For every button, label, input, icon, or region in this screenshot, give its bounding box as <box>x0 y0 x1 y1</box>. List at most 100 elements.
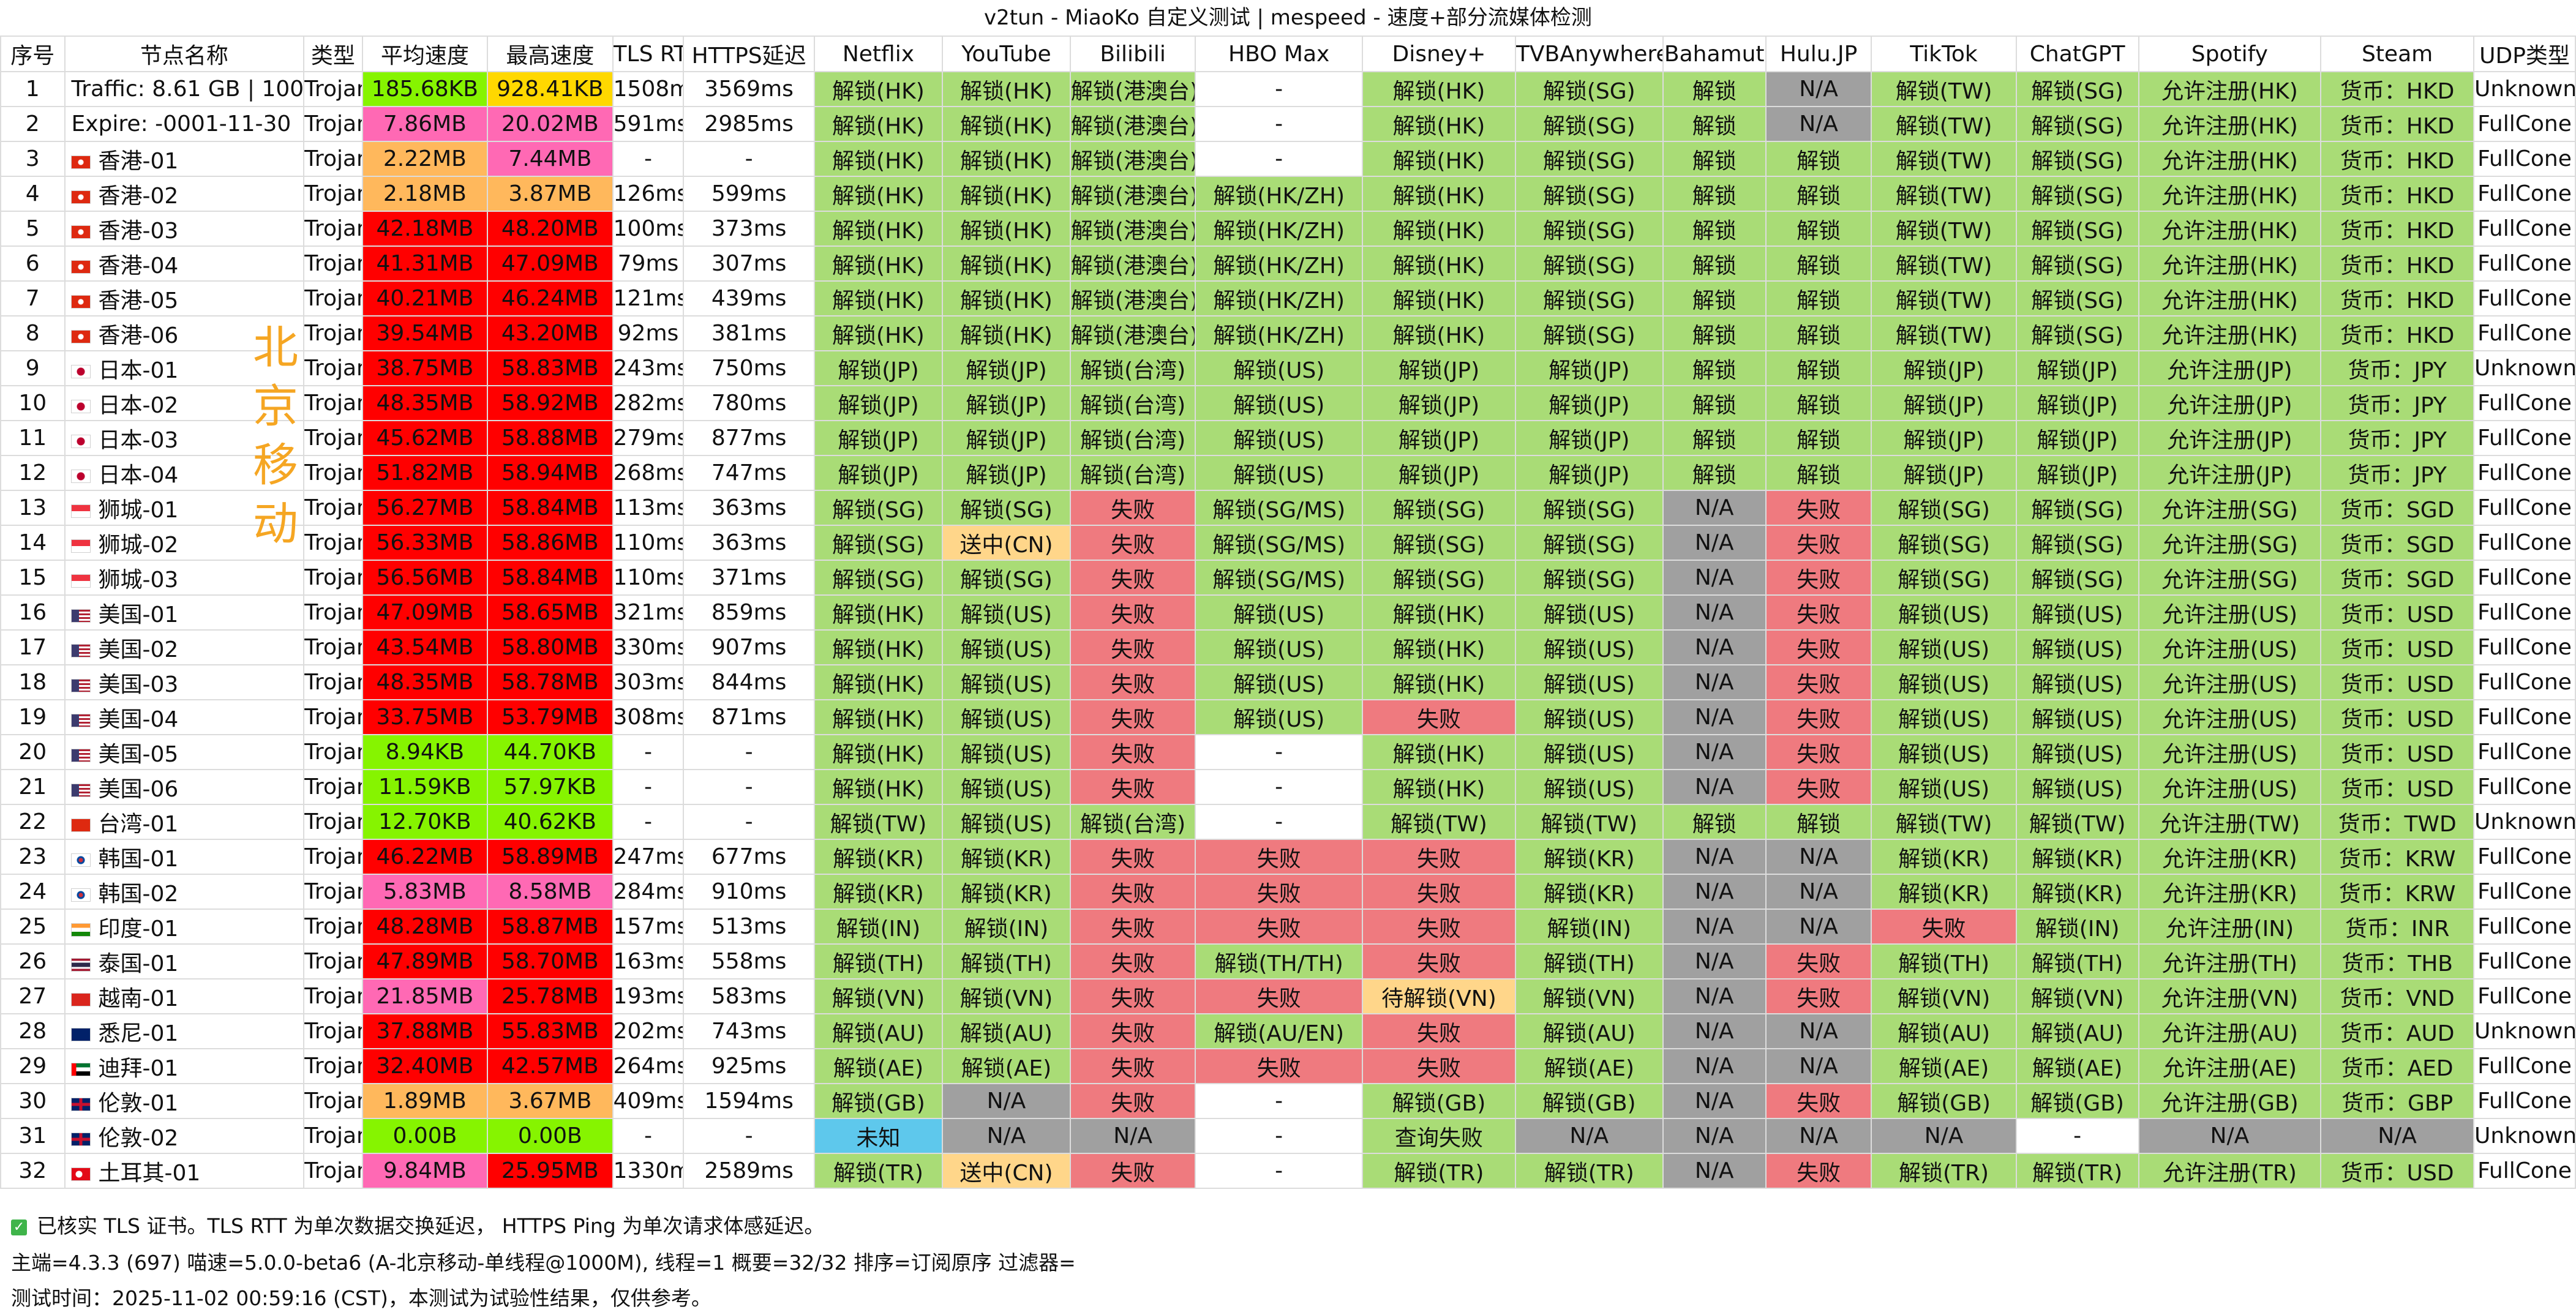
row-index: 10 <box>0 385 66 421</box>
table-row[interactable]: 14狮城-02Trojan56.33MB58.86MB110ms363ms解锁(… <box>0 525 2576 561</box>
node-name-cell: 狮城-03 <box>64 560 305 596</box>
column-header[interactable]: 节点名称 <box>64 36 305 72</box>
column-header[interactable]: 最高速度 <box>487 36 614 72</box>
max-speed: 58.84MB <box>487 560 614 596</box>
bilibili-result: N/A <box>1069 1118 1196 1154</box>
bahamut-result: 解锁 <box>1662 385 1767 421</box>
table-row[interactable]: 8香港-06Trojan39.54MB43.20MB92ms381ms解锁(HK… <box>0 315 2576 351</box>
table-row[interactable]: 26泰国-01Trojan47.89MB58.70MB163ms558ms解锁(… <box>0 943 2576 980</box>
table-row[interactable]: 13狮城-01Trojan56.27MB58.84MB113ms363ms解锁(… <box>0 490 2576 526</box>
chatgpt-result: 解锁(US) <box>2015 699 2139 735</box>
table-row[interactable]: 29迪拜-01Trojan32.40MB42.57MB264ms925ms解锁(… <box>0 1048 2576 1084</box>
node-name: 悉尼-01 <box>98 1021 179 1046</box>
column-header[interactable]: HBO Max <box>1195 36 1363 72</box>
chatgpt-result: - <box>2015 1118 2139 1154</box>
tiktok-result: 解锁(TW) <box>1871 804 2017 840</box>
node-type: Trojan <box>303 804 363 840</box>
column-header[interactable]: Bilibili <box>1069 36 1196 72</box>
column-header[interactable]: Steam <box>2320 36 2475 72</box>
column-header[interactable]: Bahamut <box>1662 36 1767 72</box>
table-row[interactable]: 30伦敦-01Trojan1.89MB3.67MB409ms1594ms解锁(G… <box>0 1083 2576 1119</box>
node-name: Traffic: 8.61 GB | 1000 GB <box>71 77 304 102</box>
max-speed: 40.62KB <box>487 804 614 840</box>
hulu-jp-result: 失败 <box>1765 1083 1872 1119</box>
bilibili-result: 失败 <box>1069 769 1196 805</box>
udp-type: FullCone <box>2473 943 2576 980</box>
https-latency: 373ms <box>683 211 815 247</box>
column-header[interactable]: Hulu.JP <box>1765 36 1872 72</box>
table-row[interactable]: 27越南-01Trojan21.85MB25.78MB193ms583ms解锁(… <box>0 978 2576 1014</box>
table-row[interactable]: 28悉尼-01Trojan37.88MB55.83MB202ms743ms解锁(… <box>0 1013 2576 1049</box>
table-row[interactable]: 9日本-01Trojan38.75MB58.83MB243ms750ms解锁(J… <box>0 350 2576 386</box>
table-row[interactable]: 6香港-04Trojan41.31MB47.09MB79ms307ms解锁(HK… <box>0 245 2576 282</box>
table-row[interactable]: 10日本-02Trojan48.35MB58.92MB282ms780ms解锁(… <box>0 385 2576 421</box>
column-header[interactable]: HTTPS延迟 <box>683 36 815 72</box>
table-row[interactable]: 25印度-01Trojan48.28MB58.87MB157ms513ms解锁(… <box>0 909 2576 945</box>
netflix-result: 解锁(AU) <box>813 1013 943 1049</box>
table-row[interactable]: 17美国-02Trojan43.54MB58.80MB330ms907ms解锁(… <box>0 629 2576 665</box>
table-row[interactable]: 21美国-06Trojan11.59KB57.97KB--解锁(HK)解锁(US… <box>0 769 2576 805</box>
row-index: 8 <box>0 315 66 351</box>
column-header[interactable]: YouTube <box>941 36 1071 72</box>
avg-speed: 41.31MB <box>361 245 489 282</box>
node-name: 美国-03 <box>98 672 179 697</box>
table-row[interactable]: 24韩国-02Trojan5.83MB8.58MB284ms910ms解锁(KR… <box>0 874 2576 910</box>
hulu-jp-result: 失败 <box>1765 664 1872 700</box>
disney-plus-result: 失败 <box>1361 839 1516 875</box>
table-row[interactable]: 3香港-01Trojan2.22MB7.44MB--解锁(HK)解锁(HK)解锁… <box>0 141 2576 177</box>
node-name-cell: 美国-02 <box>64 629 305 665</box>
column-header[interactable]: Disney+ <box>1361 36 1516 72</box>
disney-plus-result: 解锁(GB) <box>1361 1083 1516 1119</box>
table-row[interactable]: 32土耳其-01Trojan9.84MB25.95MB1330ms2589ms解… <box>0 1153 2576 1189</box>
table-row[interactable]: 11日本-03Trojan45.62MB58.88MB279ms877ms解锁(… <box>0 420 2576 456</box>
bilibili-result: 解锁(港澳台) <box>1069 141 1196 177</box>
table-row[interactable]: 5香港-03Trojan42.18MB48.20MB100ms373ms解锁(H… <box>0 211 2576 247</box>
column-header[interactable]: TLS RTT <box>612 36 685 72</box>
table-row[interactable]: 23韩国-01Trojan46.22MB58.89MB247ms677ms解锁(… <box>0 839 2576 875</box>
table-row[interactable]: 31伦敦-02Trojan0.00B0.00B--未知N/AN/A-查询失败N/… <box>0 1118 2576 1154</box>
table-row[interactable]: 12日本-04Trojan51.82MB58.94MB268ms747ms解锁(… <box>0 455 2576 491</box>
bilibili-result: 失败 <box>1069 490 1196 526</box>
node-name: 香港-01 <box>98 148 179 174</box>
column-header[interactable]: TikTok <box>1871 36 2017 72</box>
hbo-max-result: - <box>1195 1153 1363 1189</box>
node-name: 伦敦-02 <box>98 1125 179 1151</box>
column-header[interactable]: 类型 <box>303 36 363 72</box>
column-header[interactable]: TVBAnywhere <box>1514 36 1664 72</box>
netflix-result: 解锁(JP) <box>813 420 943 456</box>
column-header[interactable]: Netflix <box>813 36 943 72</box>
table-row[interactable]: 22台湾-01Trojan12.70KB40.62KB--解锁(TW)解锁(US… <box>0 804 2576 840</box>
https-latency: 2985ms <box>683 106 815 142</box>
youtube-result: 解锁(HK) <box>941 280 1071 317</box>
bahamut-result: 解锁 <box>1662 245 1767 282</box>
chatgpt-result: 解锁(SG) <box>2015 106 2139 142</box>
hulu-jp-result: 解锁 <box>1765 315 1872 351</box>
steam-result: 货币：SGD <box>2320 525 2475 561</box>
hulu-jp-result: 失败 <box>1765 769 1872 805</box>
column-header[interactable]: 平均速度 <box>361 36 489 72</box>
node-name: 狮城-03 <box>98 567 179 593</box>
table-row[interactable]: 19美国-04Trojan33.75MB53.79MB308ms871ms解锁(… <box>0 699 2576 735</box>
steam-result: 货币：HKD <box>2320 106 2475 142</box>
table-row[interactable]: 20美国-05Trojan8.94KB44.70KB--解锁(HK)解锁(US)… <box>0 734 2576 770</box>
netflix-result: 解锁(HK) <box>813 699 943 735</box>
tvbanywhere-result: 解锁(TH) <box>1514 943 1664 980</box>
steam-result: 货币：HKD <box>2320 315 2475 351</box>
tvbanywhere-result: 解锁(AU) <box>1514 1013 1664 1049</box>
table-row[interactable]: 7香港-05Trojan40.21MB46.24MB121ms439ms解锁(H… <box>0 280 2576 317</box>
spotify-result: 允许注册(HK) <box>2138 280 2322 317</box>
table-row[interactable]: 4香港-02Trojan2.18MB3.87MB126ms599ms解锁(HK)… <box>0 176 2576 212</box>
table-row[interactable]: 16美国-01Trojan47.09MB58.65MB321ms859ms解锁(… <box>0 594 2576 631</box>
tiktok-result: 解锁(TW) <box>1871 280 2017 317</box>
column-header[interactable]: Spotify <box>2138 36 2322 72</box>
node-name: 香港-06 <box>98 323 179 348</box>
column-header[interactable]: ChatGPT <box>2015 36 2139 72</box>
table-row[interactable]: 15狮城-03Trojan56.56MB58.84MB110ms371ms解锁(… <box>0 560 2576 596</box>
table-row[interactable]: 18美国-03Trojan48.35MB58.78MB303ms844ms解锁(… <box>0 664 2576 700</box>
row-index: 15 <box>0 560 66 596</box>
column-header[interactable]: 序号 <box>0 36 66 72</box>
column-header[interactable]: UDP类型 <box>2473 36 2576 72</box>
